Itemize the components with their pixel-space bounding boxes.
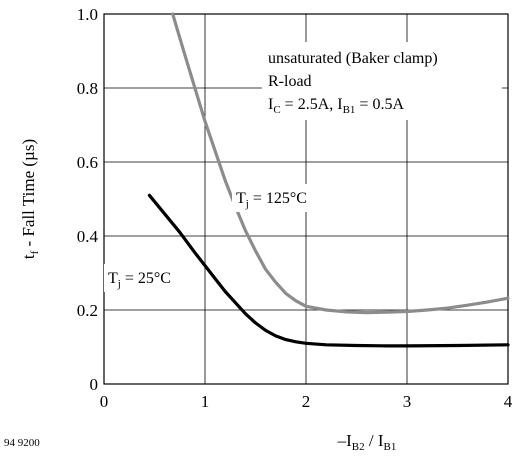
annotation-line-3: IC = 2.5A, IB1 = 0.5A xyxy=(268,96,404,116)
y-tick-label: 1.0 xyxy=(77,5,98,24)
series-line-1 xyxy=(147,193,510,348)
x-tick-labels: 0 1 2 3 4 xyxy=(100,392,513,411)
series-layer xyxy=(147,12,510,348)
x-tick-label: 0 xyxy=(100,392,109,411)
plot-frame xyxy=(103,13,509,385)
annotation-line-2: R-load xyxy=(268,73,312,90)
series-label-25-background xyxy=(104,264,202,292)
series-line-0 xyxy=(171,12,510,315)
x-tick-label: 1 xyxy=(201,392,210,411)
annotation-line-1: unsaturated (Baker clamp) xyxy=(268,50,438,67)
x-tick-label: 2 xyxy=(302,392,311,411)
series-label-125-background xyxy=(232,184,350,212)
annotation-background xyxy=(262,42,502,120)
figure-code: 94 9200 xyxy=(4,437,40,449)
y-tick-label: 0.4 xyxy=(77,227,99,246)
y-tick-label: 0.2 xyxy=(77,301,98,320)
y-tick-label: 0.6 xyxy=(77,153,98,172)
series-label-25: Tj = 25°C xyxy=(108,270,171,290)
x-axis-label: –IB2 / IB1 xyxy=(337,431,397,453)
series-label-125: Tj = 125°C xyxy=(236,190,307,210)
y-tick-label: 0.8 xyxy=(77,79,98,98)
x-tick-label: 3 xyxy=(403,392,412,411)
y-tick-labels: 0 0.2 0.4 0.6 0.8 1.0 xyxy=(77,5,99,394)
y-axis-label: tf - Fall Time (µs) xyxy=(19,139,41,259)
x-tick-label: 4 xyxy=(504,392,513,411)
y-tick-label: 0 xyxy=(90,375,99,394)
